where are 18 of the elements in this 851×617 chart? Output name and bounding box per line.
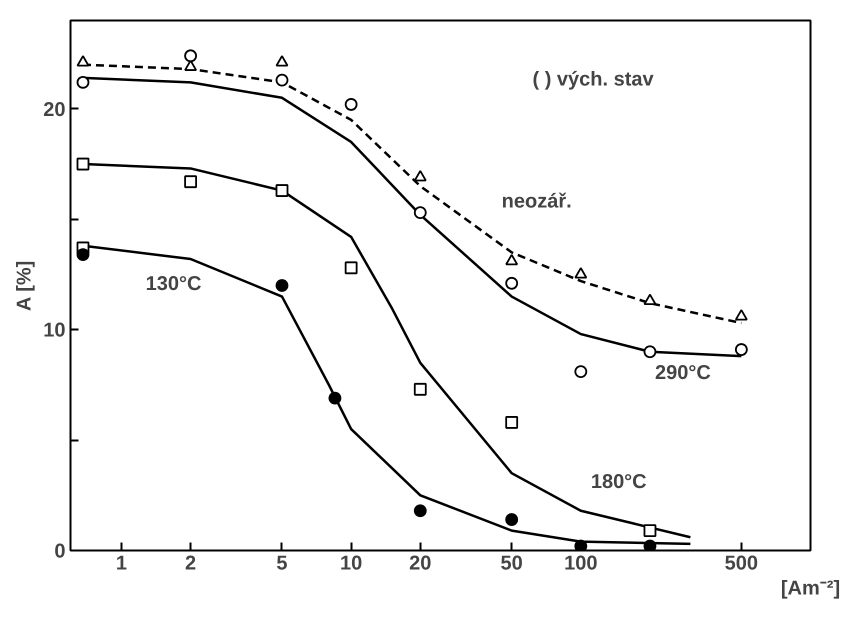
series-label: 180°C xyxy=(590,470,647,493)
x-tick-label: 1 xyxy=(116,552,128,574)
x-tick-label: 10 xyxy=(340,552,362,574)
y-tick-label: 10 xyxy=(43,320,66,342)
y-tick-label: 0 xyxy=(54,540,66,562)
annotation: ( ) vých. stav xyxy=(532,68,655,90)
x-tick-label: 100 xyxy=(564,552,598,574)
series-label: 130°C xyxy=(146,273,202,295)
x-tick-label: 5 xyxy=(276,552,288,574)
series-label: neozář. xyxy=(502,190,572,212)
y-axis-title: A [%] xyxy=(13,260,36,312)
x-axis-title: [Am⁻²] xyxy=(780,578,840,600)
series-label: 290°C xyxy=(654,362,711,384)
x-tick-label: 50 xyxy=(500,552,523,574)
y-tick-label: 20 xyxy=(43,98,66,121)
x-tick-label: 20 xyxy=(409,552,432,574)
x-tick-label: 2 xyxy=(185,552,196,574)
x-tick-label: 500 xyxy=(724,552,758,574)
